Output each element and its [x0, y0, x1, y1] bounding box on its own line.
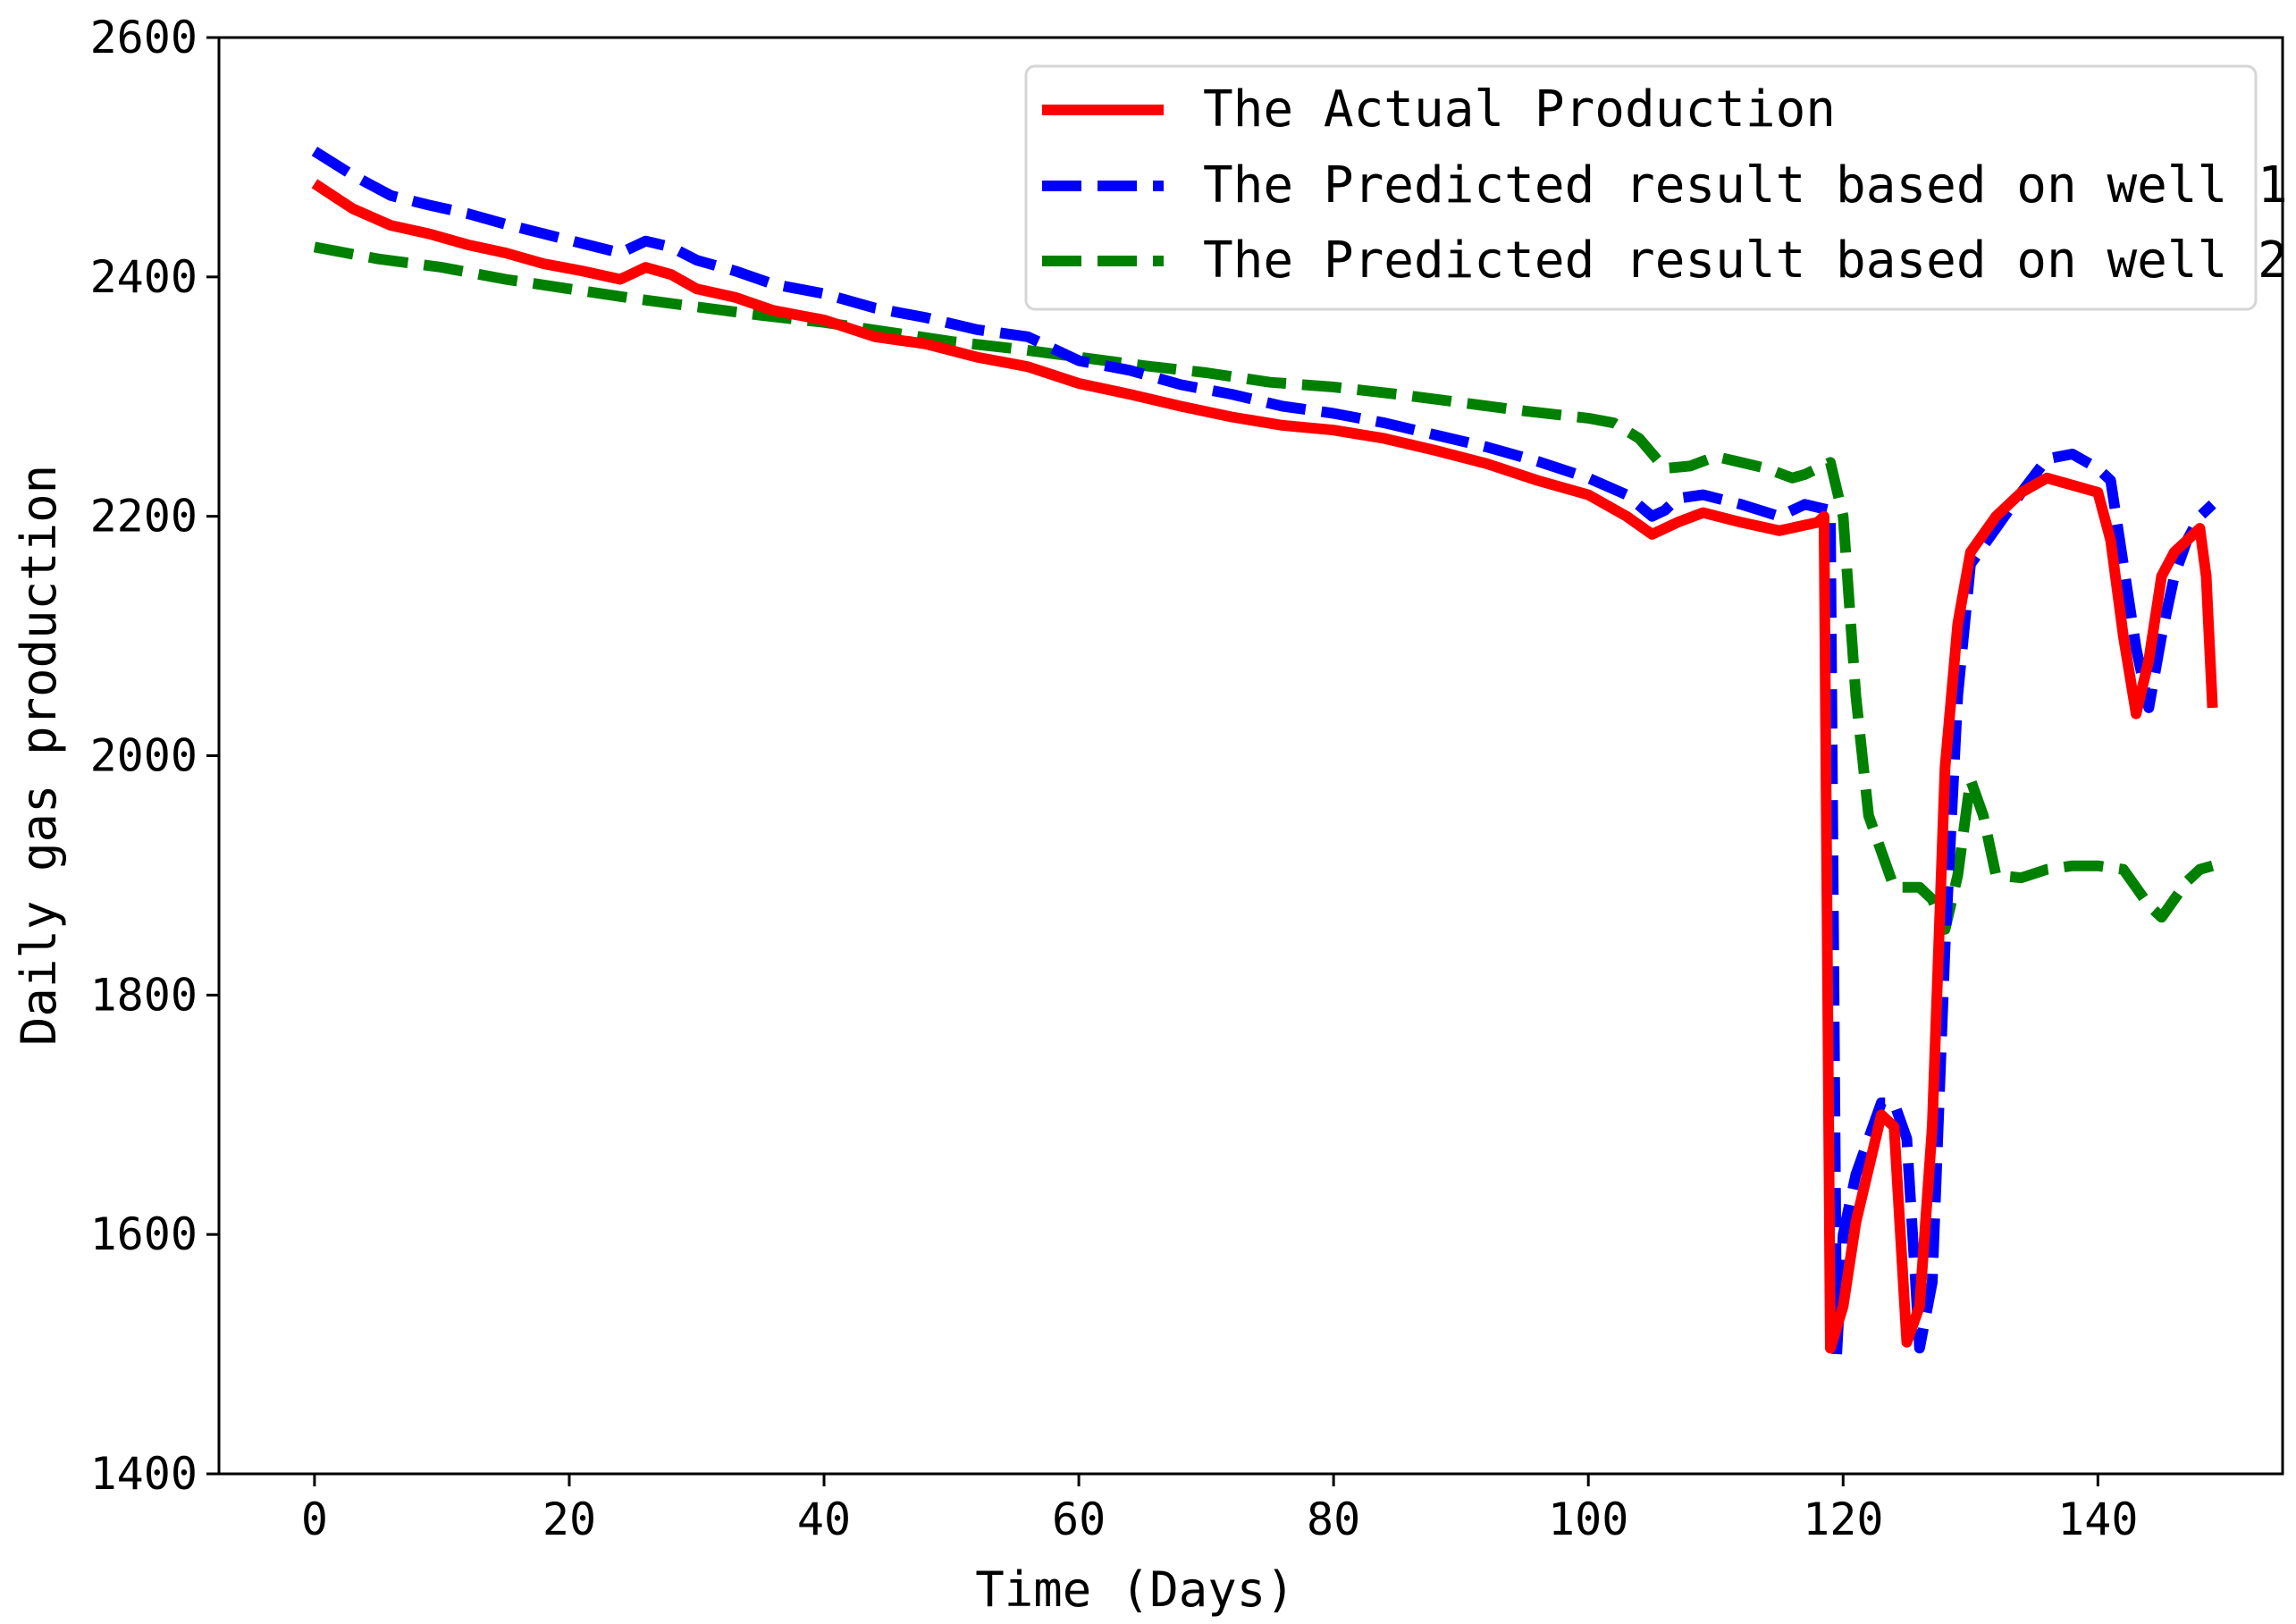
legend-label-predicted-well-2: The Predicted result based on well 2 [1203, 231, 2288, 290]
y-tick-label: 1800 [90, 969, 198, 1021]
y-tick-label: 2400 [90, 251, 198, 303]
legend: The Actual Production The Predicted resu… [1024, 64, 2288, 311]
series-predicted-well-1 [311, 147, 2216, 1360]
series-predicted-well-2 [313, 241, 2215, 935]
legend-label-actual-production: The Actual Production [1203, 80, 1836, 139]
y-tick-label: 1600 [90, 1208, 198, 1260]
x-tick-label: 80 [1307, 1494, 1360, 1545]
x-tick-label: 60 [1052, 1494, 1106, 1545]
x-tick-label: 40 [797, 1494, 851, 1545]
y-tick-label: 2000 [90, 730, 198, 782]
x-tick-label: 100 [1548, 1494, 1628, 1545]
x-tick-label: 120 [1803, 1494, 1883, 1545]
x-tick-label: 140 [2057, 1494, 2138, 1545]
x-axis-ticks: 0 20 40 60 80 100 120 140 [301, 1474, 2138, 1545]
x-axis-label: Time (Days) [975, 1561, 1295, 1618]
y-axis-ticks: 1400 1600 1800 2000 2200 2400 2600 [90, 12, 219, 1500]
y-tick-label: 2200 [90, 491, 198, 543]
x-tick-label: 0 [301, 1494, 328, 1545]
y-tick-label: 1400 [90, 1448, 198, 1500]
legend-box [1024, 64, 2258, 311]
series-layer [311, 147, 2218, 1360]
series-actual-production [311, 179, 2218, 1354]
y-axis-label: Daily gas production [11, 465, 67, 1046]
legend-label-predicted-well-1: The Predicted result based on well 1 [1203, 156, 2288, 215]
plot-frame [217, 36, 2284, 1476]
x-tick-label: 20 [542, 1494, 596, 1545]
y-tick-label: 2600 [90, 12, 198, 63]
